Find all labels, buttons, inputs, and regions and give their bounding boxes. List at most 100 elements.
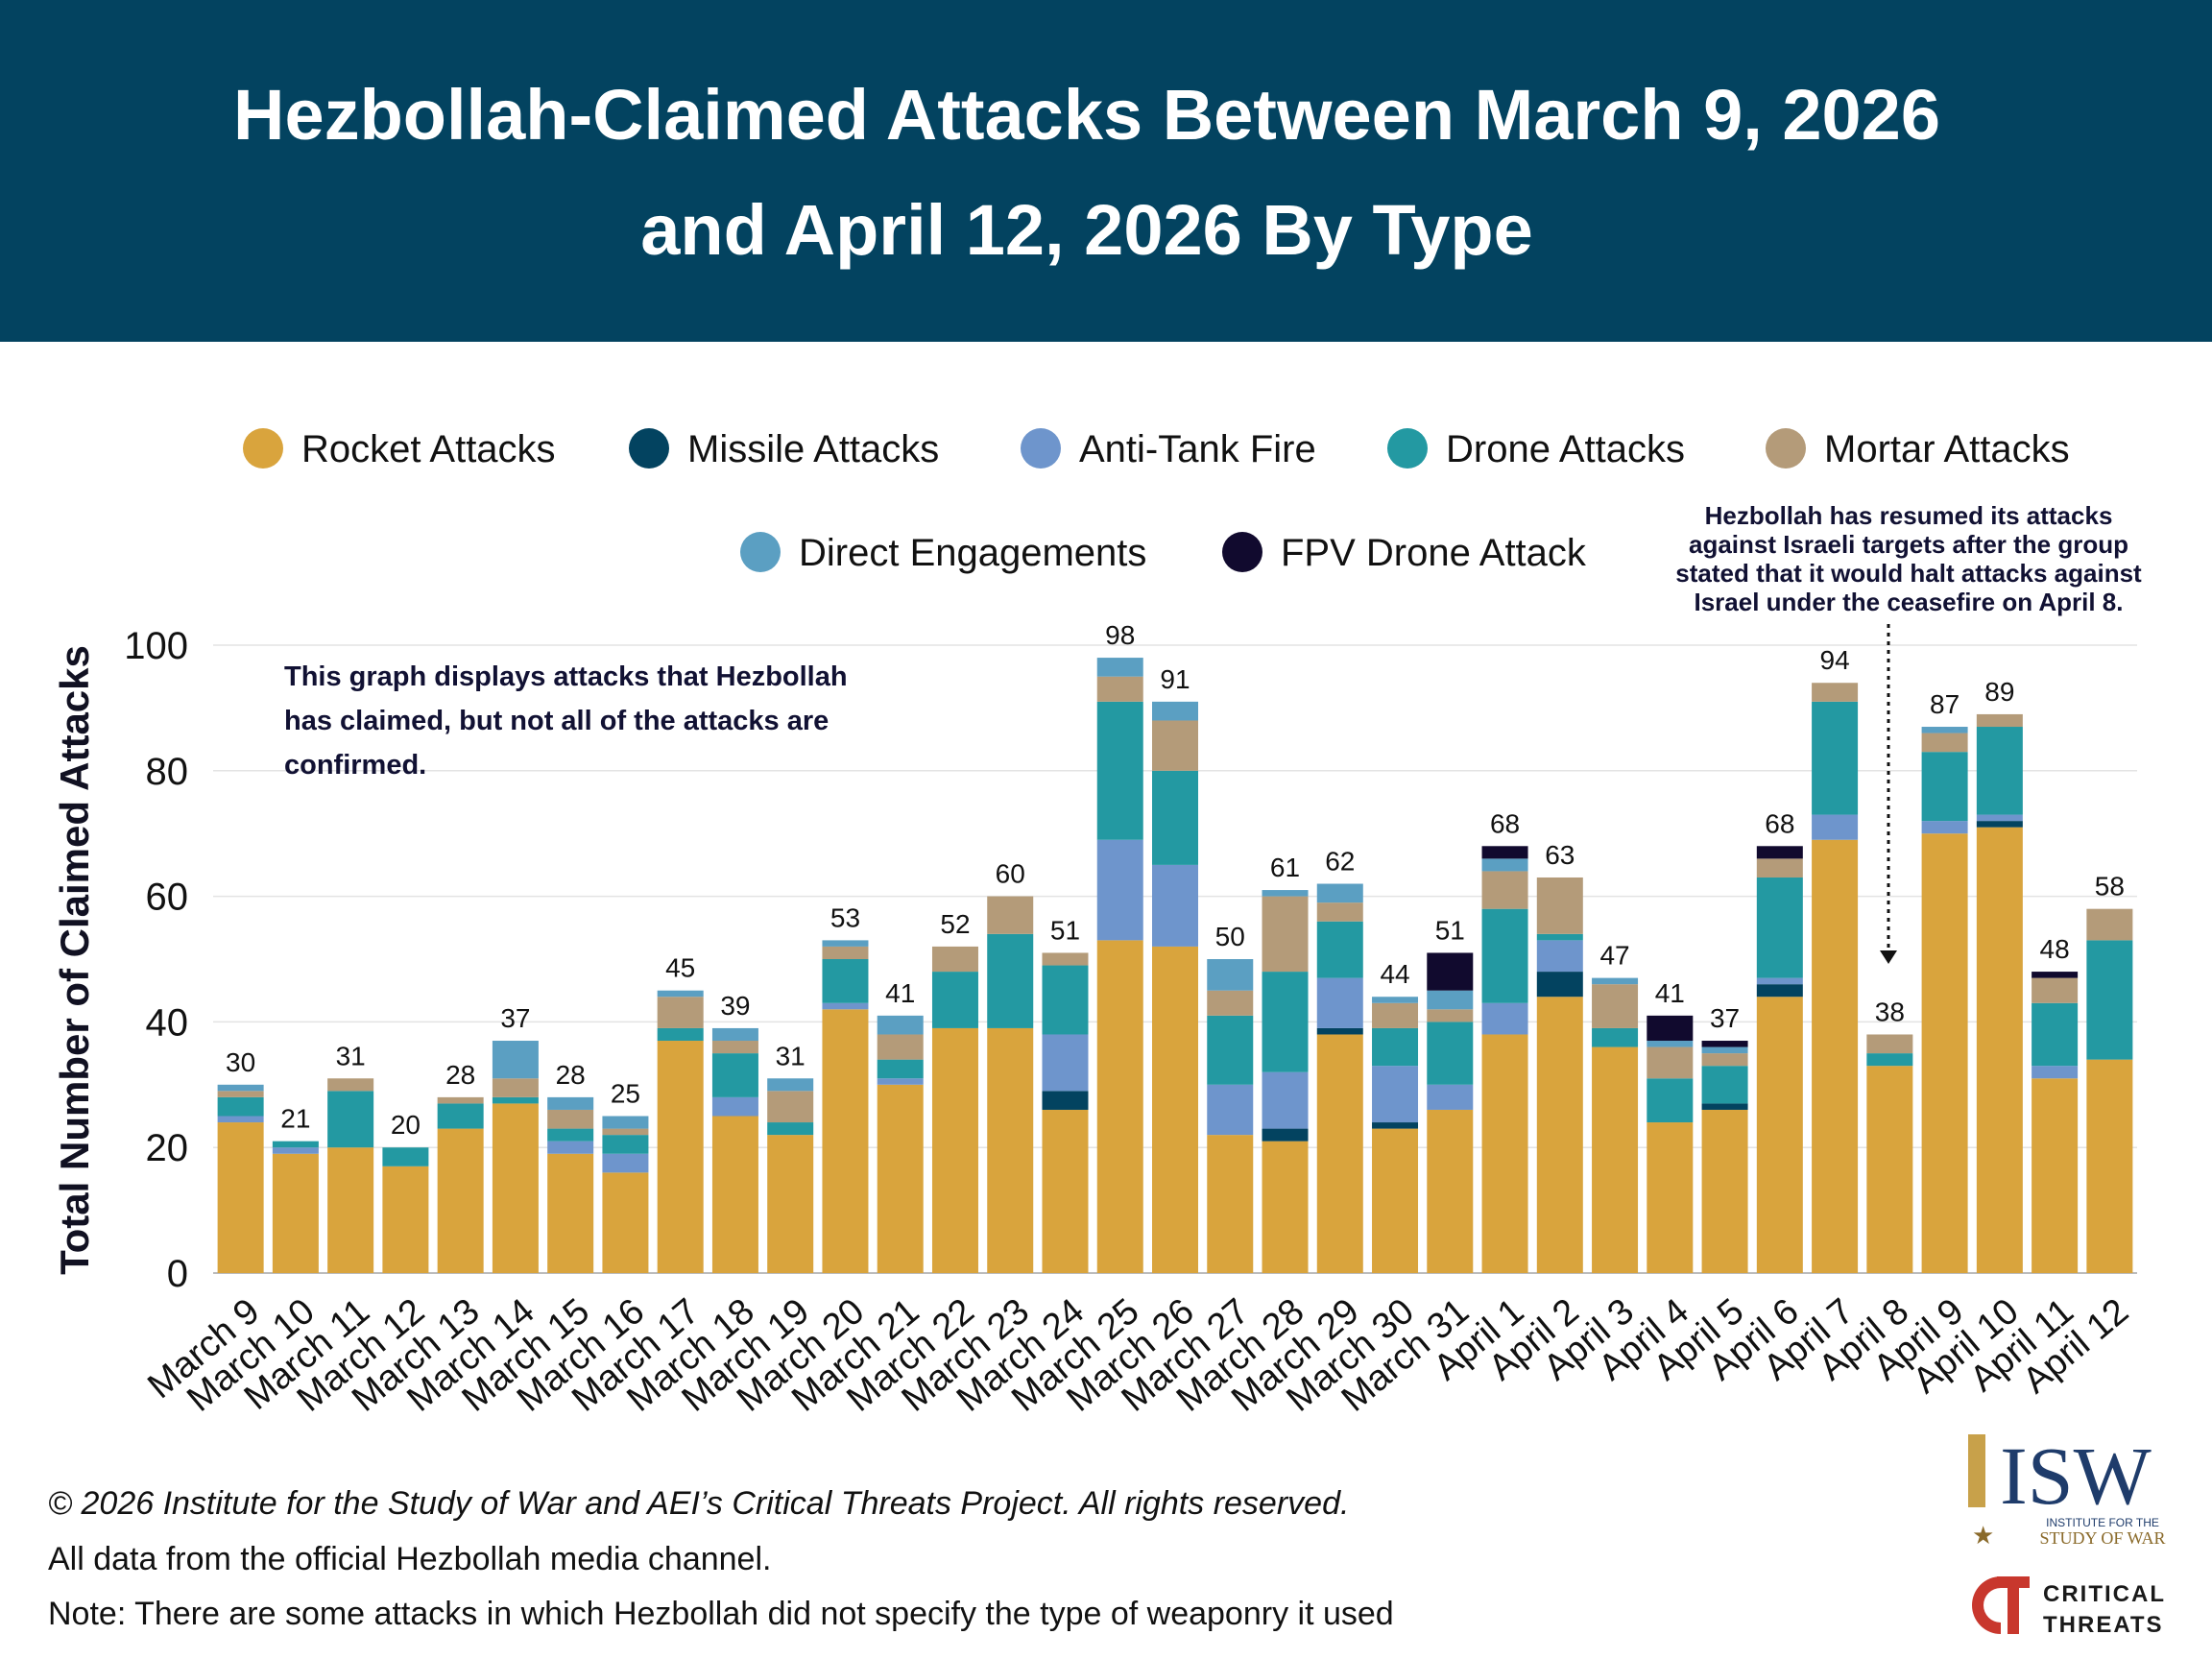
bar-segment [1592, 1027, 1639, 1047]
total-label: 89 [1984, 677, 2014, 707]
legend-marker [1387, 428, 1428, 469]
bar-segment [217, 1116, 264, 1123]
total-label: 91 [1160, 664, 1190, 694]
y-axis-label: Total Number of Claimed Attacks [52, 645, 97, 1275]
bar-segment [931, 1027, 978, 1273]
confirmation-note: This graph displays attacks that Hezboll… [284, 661, 848, 781]
total-label: 58 [2095, 872, 2125, 902]
bar-segment [1427, 1084, 1474, 1110]
bar-segment [1812, 683, 1859, 702]
bar-segment [492, 1103, 539, 1273]
bar-segment [1262, 1141, 1309, 1273]
legend-marker [629, 428, 669, 469]
bar-segment [1647, 1015, 1694, 1042]
bar-segment [1096, 658, 1143, 677]
isw-logo-letters: ISW [2000, 1431, 2152, 1522]
bars [217, 658, 2133, 1273]
legend-label: FPV Drone Attack [1281, 532, 1587, 574]
bar-segment [1536, 933, 1583, 941]
bar-segment [711, 1116, 758, 1273]
legend-marker [1222, 532, 1262, 572]
legend-label: Direct Engagements [799, 532, 1146, 574]
bar-segment [1701, 1053, 1748, 1067]
bar-segment [1756, 977, 1803, 985]
ct-logo-mark [1972, 1576, 2001, 1634]
bar-segment [1042, 1091, 1089, 1110]
bar-segment [1042, 1109, 1089, 1273]
bar-segment [1701, 1103, 1748, 1110]
bar-segment [1536, 997, 1583, 1273]
bar-segment [987, 933, 1034, 1028]
bar-segment [2032, 977, 2079, 1003]
bar-segment [877, 1078, 924, 1085]
total-label: 87 [1930, 689, 1960, 719]
ceasefire-note: Hezbollah has resumed its attacks agains… [1675, 501, 2142, 616]
total-labels: 30 21 31 20 28 37 28 25 45 39 31 53 41 52 60 51 98 91 50 61… [226, 620, 2125, 1140]
bar-segment [1812, 701, 1859, 815]
total-label: 21 [280, 1104, 310, 1134]
bar-segment [877, 1034, 924, 1060]
total-label: 45 [665, 953, 695, 983]
total-label: 94 [1820, 645, 1850, 675]
bar-segment [1427, 990, 1474, 1010]
source-text: All data from the official Hezbollah med… [48, 1541, 772, 1577]
bar-segment [1866, 1066, 1913, 1273]
bar-segment [1096, 940, 1143, 1273]
y-tick-label: 80 [146, 751, 189, 793]
total-label: 48 [2040, 934, 2070, 964]
bar-segment [822, 1002, 869, 1010]
bar-segment [1756, 877, 1803, 978]
bar-segment [602, 1135, 649, 1154]
bar-segment [1647, 1041, 1694, 1047]
bar-segment [1921, 821, 1968, 834]
bar-segment [327, 1091, 374, 1148]
total-label: 47 [1599, 941, 1629, 971]
total-label: 37 [500, 1003, 530, 1033]
bar-segment [547, 1096, 594, 1110]
bar-segment [492, 1078, 539, 1097]
bar-segment [1647, 1122, 1694, 1273]
bar-segment [657, 997, 704, 1028]
total-label: 39 [720, 991, 750, 1021]
total-label: 51 [1435, 915, 1465, 945]
confirmation-note-line-3: confirmed. [284, 750, 426, 781]
total-label: 41 [1655, 978, 1685, 1008]
bar-segment [1536, 877, 1583, 934]
bar-segment [1207, 1015, 1254, 1085]
bar-segment [217, 1122, 264, 1273]
isw-logo-subtitle-1: INSTITUTE FOR THE [2046, 1516, 2159, 1529]
chart-title: Hezbollah-Claimed Attacks Between March … [0, 58, 2174, 288]
bar-segment [1647, 1078, 1694, 1123]
bar-segment [1976, 821, 2023, 828]
bar-segment [1427, 1109, 1474, 1273]
bar-segment [822, 940, 869, 947]
bar-segment [1262, 1071, 1309, 1129]
bar-segment [547, 1109, 594, 1129]
bar-segment [1481, 858, 1528, 872]
total-label: 25 [611, 1079, 640, 1109]
bar-segment [1866, 1034, 1913, 1054]
bar-segment [877, 1084, 924, 1273]
total-label: 20 [391, 1110, 421, 1140]
bar-segment [1372, 1002, 1419, 1028]
bar-segment [2032, 972, 2079, 978]
bar-segment [1262, 1128, 1309, 1142]
bar-segment [1481, 908, 1528, 1003]
y-axis-ticks: 0 20 40 60 80 100 [124, 625, 188, 1295]
bar-segment [1427, 1022, 1474, 1085]
bar-segment [1372, 1122, 1419, 1129]
bar-segment [1262, 890, 1309, 897]
bar-segment [272, 1153, 319, 1273]
bar-segment [217, 1084, 264, 1092]
bar-segment [1316, 1034, 1363, 1273]
total-label: 31 [776, 1041, 805, 1070]
bar-segment [1647, 1046, 1694, 1079]
chart-title-line-2: and April 12, 2026 By Type [640, 190, 1533, 270]
bar-segment [602, 1116, 649, 1129]
bar-segment [987, 896, 1034, 934]
ct-logo-t-stem [2008, 1576, 2019, 1634]
bar-segment [711, 1096, 758, 1117]
bar-segment [1921, 833, 1968, 1273]
bar-segment [1812, 839, 1859, 1273]
bar-segment [1481, 871, 1528, 909]
